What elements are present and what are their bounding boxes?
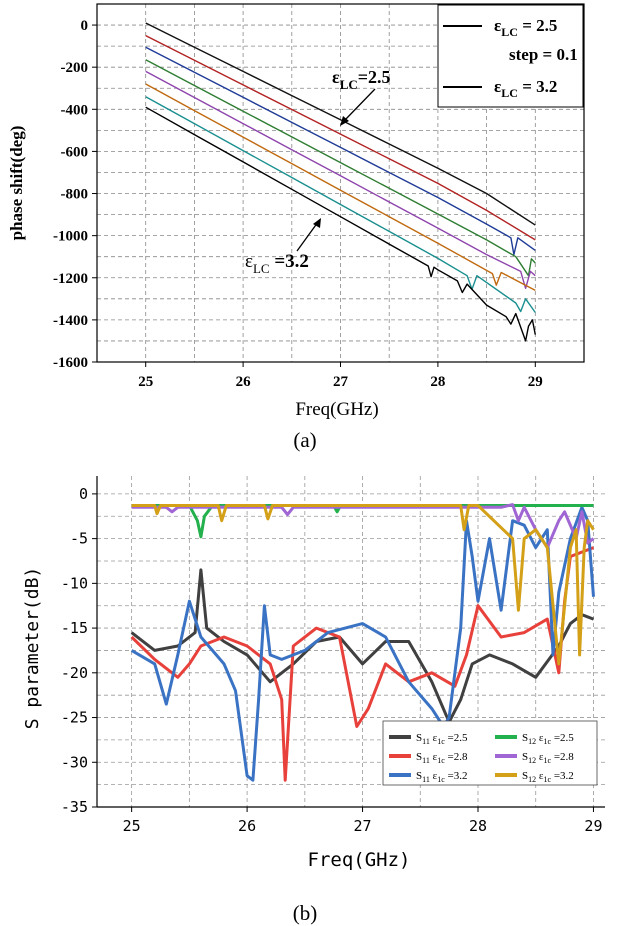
legend-a: εLC = 2.5 step = 0.1 εLC = 3.2 (437, 4, 584, 108)
annotation-top-label: εLC=2.5 (332, 67, 391, 92)
y-tick-label: -200 (61, 60, 89, 76)
annotation-bottom-arrowhead (313, 218, 321, 228)
annotation-bottom-label: εLC =3.2 (245, 251, 309, 276)
x-tick-label: 29 (528, 374, 543, 390)
y-tick-label: -30 (61, 753, 88, 771)
annotation-top-arrowhead (340, 116, 349, 126)
panel-b: 25 26 27 28 29 0 -5 -10 -15 -20 -25 -30 -35 Freq(GHz… (22, 476, 605, 925)
series-line-6 (145, 83, 536, 292)
legend-rest: = 3.2 (518, 77, 557, 96)
legend-box-b (382, 720, 598, 786)
legend-entry-last: εLC = 3.2 (494, 77, 557, 100)
series-line-3 (145, 46, 536, 256)
x-tick-label: 27 (333, 374, 349, 390)
annotation-rest: =3.2 (270, 251, 309, 272)
y-tick-label: 0 (79, 485, 88, 503)
y-tick-label: -1600 (53, 355, 88, 371)
y-axis-label-b: S parameter(dB) (22, 567, 43, 730)
legend-entry: S12 ε1c =2.5 (522, 732, 574, 746)
y-tick-label: -20 (61, 664, 88, 682)
y-tick-label: -1400 (53, 313, 88, 329)
annotation-top: εLC=2.5 (332, 67, 391, 126)
x-tick-label: 27 (354, 817, 372, 835)
legend-rest: = 2.5 (518, 16, 557, 35)
annotation-eps: ε (245, 251, 253, 272)
x-axis-label-a: Freq(GHz) (295, 399, 378, 420)
series-line-4 (145, 59, 536, 277)
y-tick-label: -35 (61, 798, 88, 816)
panel-a-caption: (a) (293, 428, 316, 452)
annotation-bottom-arrow (296, 221, 319, 252)
y-tick-label: -1000 (53, 229, 88, 245)
annotation-eps: ε (332, 67, 340, 87)
legend-sub: LC (501, 86, 518, 100)
x-tick-label: 29 (584, 817, 602, 835)
legend-entry: S11 ε1c =2.5 (416, 732, 468, 746)
series-line-1 (145, 22, 536, 226)
y-tick-label: -5 (70, 530, 88, 548)
ticks-b: 25 26 27 28 29 0 -5 -10 -15 -20 -25 -30 -35 (61, 485, 603, 835)
y-axis-label-a: phase shift(deg) (7, 126, 26, 241)
x-tick-label: 26 (238, 817, 256, 835)
legend-entry: S12 ε1c =2.8 (522, 751, 574, 765)
series-line-8 (145, 106, 536, 342)
y-tick-label: -25 (61, 709, 88, 727)
series-group-b (130, 503, 595, 782)
y-tick-label: -400 (61, 102, 89, 118)
annotation-rest: =2.5 (358, 67, 391, 87)
legend-entry: S11 ε1c =2.8 (416, 751, 468, 765)
x-tick-label: 28 (469, 817, 487, 835)
series-line-7 (145, 96, 536, 313)
annotation-sub: LC (340, 77, 358, 92)
legend-entry: S12 ε1c =3.2 (522, 770, 574, 784)
y-tick-label: -10 (61, 574, 88, 592)
annotation-top-arrow (343, 88, 376, 122)
panel-a: 25 26 27 28 29 0 -200 -400 -600 -800 -1000 -1200 -14… (7, 3, 585, 452)
annotation-sub: LC (253, 261, 270, 276)
y-tick-label: -15 (61, 619, 88, 637)
x-tick-label: 26 (236, 374, 252, 390)
legend-entry: S11 ε1c =3.2 (416, 770, 467, 784)
y-tick-label: 0 (81, 18, 89, 34)
x-tick-label: 28 (430, 374, 445, 390)
annotation-bottom: εLC =3.2 (245, 218, 321, 276)
series-line-1 (130, 568, 595, 724)
legend-sub: LC (501, 25, 518, 39)
series-group-a (145, 22, 536, 342)
series-line-2 (145, 34, 536, 241)
ticks-a: 25 26 27 28 29 0 -200 -400 -600 -800 -1000 -1200 -14… (53, 18, 543, 390)
legend-box-a (437, 4, 584, 108)
x-tick-label: 25 (138, 374, 153, 390)
y-tick-label: -800 (61, 187, 89, 203)
legend-step: step = 0.1 (509, 45, 578, 64)
x-tick-label: 25 (123, 817, 141, 835)
legend-eps: ε (494, 77, 501, 96)
series-line-6 (131, 504, 595, 666)
y-tick-label: -1200 (53, 271, 88, 287)
panel-b-caption: (b) (293, 901, 318, 925)
legend-b: S11 ε1c =2.5 S12 ε1c =2.5 S11 ε1c =2.8 S12 … (382, 720, 598, 786)
y-tick-label: -600 (61, 144, 89, 160)
legend-eps: ε (494, 16, 501, 35)
series-line-3 (130, 505, 595, 782)
series-line-2 (130, 546, 595, 782)
x-axis-label-b: Freq(GHz) (308, 849, 411, 871)
legend-entry-first: εLC = 2.5 (494, 16, 557, 39)
